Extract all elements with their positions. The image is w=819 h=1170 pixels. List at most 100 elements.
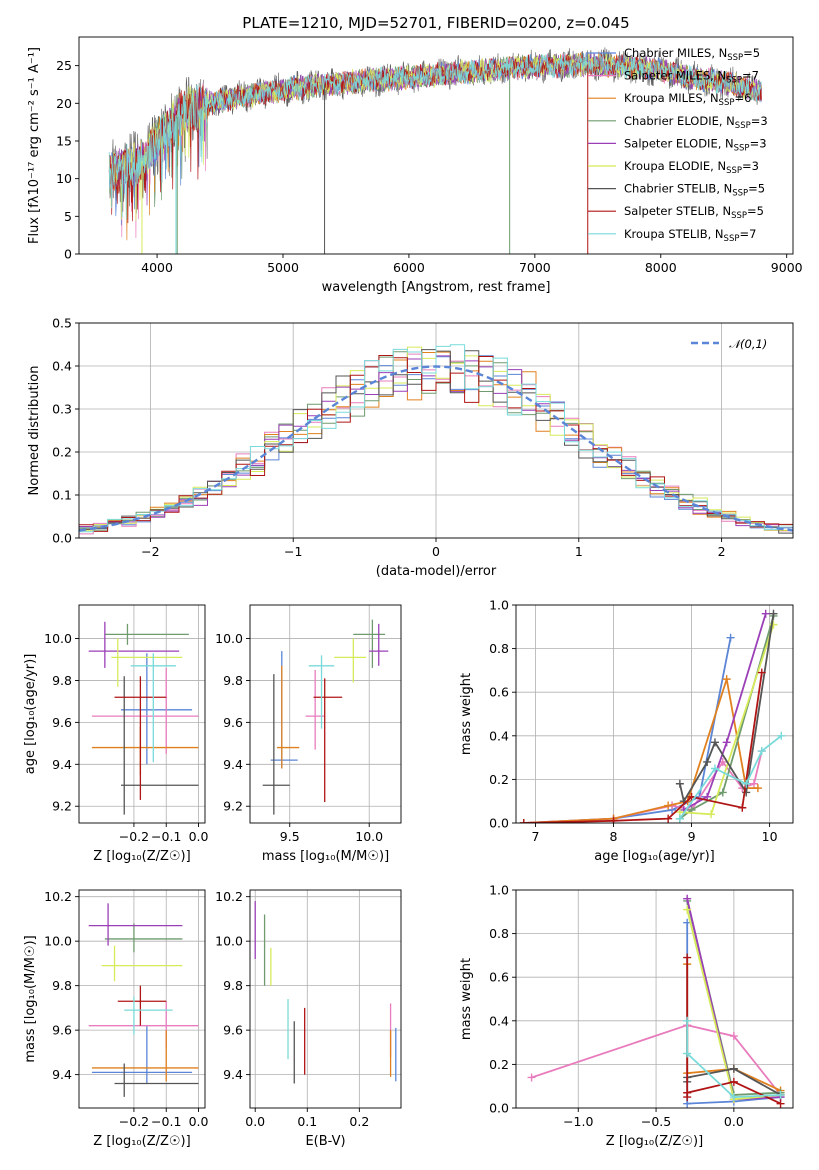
x-tick-label: −1	[284, 544, 302, 559]
x-axis-label: Z [log₁₀(Z/Z☉)]	[606, 1134, 703, 1149]
series-marker	[683, 1016, 692, 1025]
y-tick-label: 0.8	[489, 641, 509, 656]
series-marker	[757, 747, 766, 756]
series-marker	[753, 784, 762, 793]
x-tick-label: −0.2	[119, 829, 149, 844]
errorbar-point-2	[91, 1030, 199, 1082]
y-tick-label: 0.3	[52, 402, 72, 417]
series-marker	[683, 894, 692, 903]
x-tick-label: 8	[610, 829, 618, 844]
series-marker	[675, 814, 684, 823]
x-tick-label: 4000	[141, 260, 173, 275]
series-marker	[519, 819, 528, 823]
series-marker	[726, 633, 735, 642]
series-marker	[710, 764, 719, 773]
errorbar-point-8	[130, 653, 176, 763]
legend-label: Kroupa STELIB, NSSP=7	[624, 227, 756, 244]
y-tick-label: 0	[64, 247, 72, 262]
series-marker	[683, 1088, 692, 1097]
series-marker	[683, 953, 692, 962]
chart-age_vs_z: −0.2 −0.1 0.0 9.2 9.4 9.6 9.8 10.0 Z [log₁₀(Z/Z☉…	[23, 604, 209, 864]
errorbar-point-3	[104, 623, 189, 645]
x-axis-label: (data-model)/error	[376, 564, 497, 579]
chart-spectrum: 4000 5000 6000 7000 8000 9000 0 5 10 15 20 25 wavele…	[27, 36, 803, 295]
y-tick-label: 9.6	[52, 1023, 72, 1038]
axes-frame	[515, 604, 794, 824]
errorbar-point-5	[111, 638, 183, 687]
x-tick-label: 7000	[519, 260, 551, 275]
y-tick-label: 10.2	[44, 889, 72, 904]
x-tick-label: 1	[575, 544, 583, 559]
axes-frame	[515, 889, 794, 1109]
legend-label: Chabrier ELODIE, NSSP=3	[624, 114, 768, 131]
series-marker	[710, 738, 719, 747]
errorbar-point-4	[88, 903, 183, 946]
axes-frame	[78, 36, 794, 255]
series-marker	[729, 1077, 738, 1086]
spectrum-line-8	[108, 53, 762, 220]
legend-label: Salpeter ELODIE, NSSP=3	[624, 136, 767, 153]
series-marker	[729, 1093, 738, 1102]
chart-age_vs_mass: 9.5 10.0 9.2 9.4 9.6 9.8 10.0 mass [log₁₀(M/M☉)…	[215, 604, 402, 864]
series-8	[683, 1016, 785, 1102]
series-marker	[729, 1032, 738, 1041]
y-tick-label: 10.0	[215, 631, 243, 646]
chart-mass_vs_ebv: 0.0 0.1 0.2 9.4 9.6 9.8 10.0 10.2 E(B-V)	[215, 889, 402, 1149]
errorbar-point-7	[117, 985, 167, 1026]
figure-title: PLATE=1210, MJD=52701, FIBERID=0200, z=0…	[242, 14, 629, 32]
y-tick-label: 0.5	[52, 316, 72, 331]
axes-frame	[249, 604, 402, 824]
series-marker	[703, 757, 712, 766]
errorbar-point-7	[313, 678, 343, 803]
series-marker	[683, 1049, 692, 1058]
legend-label: Salpeter STELIB, NSSP=5	[624, 204, 764, 221]
axes-frame	[78, 604, 206, 824]
errorbar-point-5	[101, 945, 183, 982]
y-tick-label: 9.4	[223, 757, 243, 772]
y-tick-label: 9.8	[223, 673, 243, 688]
series-marker	[675, 779, 684, 788]
axes-frame	[78, 889, 206, 1109]
errorbar-point-6	[262, 674, 290, 815]
series-marker	[707, 810, 716, 819]
errorbar-point-1	[91, 667, 199, 754]
legend-label: 𝒩(0,1)	[729, 337, 767, 351]
y-tick-label: 1.0	[489, 883, 509, 898]
series-8	[675, 731, 786, 823]
errorbar-point-5	[334, 638, 367, 683]
series-marker	[722, 738, 731, 747]
series-marker	[722, 675, 731, 684]
y-tick-label: 0.0	[489, 816, 509, 831]
y-tick-label: 10.0	[44, 934, 72, 949]
x-tick-label: 0.1	[297, 1114, 317, 1129]
chart-residuals: −2 −1 0 1 2 0.0 0.1 0.2 0.3 0.4 0.5 (data-model)/er…	[27, 316, 794, 579]
y-tick-label: 10.0	[215, 934, 243, 949]
chart-weight_vs_age: 7 8 9 10 0.0 0.2 0.4 0.6 0.8 1.0 age [log₁₀(age/yr…	[459, 598, 794, 864]
x-axis-label: wavelength [Angstrom, rest frame]	[322, 280, 551, 295]
y-tick-label: 9.8	[52, 673, 72, 688]
x-tick-label: 0.0	[189, 829, 209, 844]
x-axis-label: Z [log₁₀(Z/Z☉)]	[93, 849, 190, 864]
legend: Chabrier MILES, NSSP=5 Salpeter MILES, NS…	[588, 46, 768, 244]
x-tick-label: −0.5	[641, 1114, 671, 1129]
x-tick-label: −0.1	[151, 829, 181, 844]
y-tick-label: 5	[64, 209, 72, 224]
legend-label: Chabrier STELIB, NSSP=5	[624, 182, 765, 199]
series-marker	[777, 731, 786, 740]
series-marker	[609, 816, 618, 823]
errorbar-point-6	[114, 1063, 199, 1097]
y-tick-label: 0.2	[52, 445, 72, 460]
x-tick-label: −0.2	[119, 1114, 149, 1129]
x-tick-label: 6000	[393, 260, 425, 275]
x-tick-label: 2	[718, 544, 726, 559]
series-marker	[757, 668, 766, 677]
x-tick-label: 8000	[645, 260, 677, 275]
series-marker	[776, 1099, 785, 1108]
x-tick-label: 0.0	[189, 1114, 209, 1129]
y-tick-label: 9.2	[223, 799, 243, 814]
y-tick-label: 0.1	[52, 488, 72, 503]
y-tick-label: 10.0	[44, 631, 72, 646]
plot-area	[88, 903, 199, 1097]
y-tick-label: 9.2	[52, 799, 72, 814]
series-marker	[742, 788, 751, 797]
